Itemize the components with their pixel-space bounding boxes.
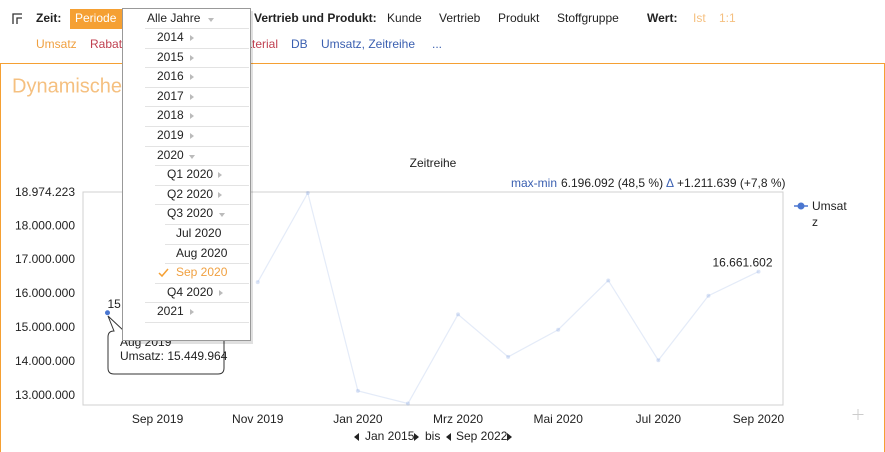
nav-next[interactable] [507,433,512,441]
tab[interactable]: DB [291,37,308,51]
range-value: 6.196.092 (48,5 %) [561,176,663,190]
data-point [506,354,511,359]
dropdown-item[interactable]: 2019 [157,128,184,142]
data-point [355,388,360,393]
nav-from[interactable]: Jan 2015 [365,429,415,443]
arrow-down [189,155,195,159]
dropdown-item[interactable]: Q3 2020 [167,206,213,220]
dropdown-item[interactable]: 2017 [157,89,184,103]
arrow-down [208,18,214,22]
arrow-right [190,55,194,61]
group-item[interactable]: Vertrieb [439,11,481,25]
dropdown-item[interactable]: 2018 [157,108,184,122]
data-point [556,327,561,332]
data-label: 16.661.602 [712,256,772,270]
y-tick-label: 15.000.000 [15,320,75,334]
data-point [305,191,310,195]
data-point [405,401,410,406]
checkmark [158,268,169,278]
dropdown-item[interactable]: 2016 [157,69,184,83]
arrow-right [219,290,223,296]
nav-next[interactable] [414,433,419,441]
value-item[interactable]: 1:1 [719,11,736,25]
x-tick-label: Sep 2020 [733,412,785,426]
dropdown-item[interactable]: 2015 [157,50,184,64]
dropdown-item[interactable]: Q4 2020 [167,285,213,299]
dropdown-item[interactable]: Jul 2020 [176,226,222,240]
nav-to[interactable]: Sep 2022 [456,429,508,443]
dropdown-panel [122,8,251,341]
y-tick-label: 18.974.223 [15,185,75,199]
dropdown-item[interactable]: 2020 [157,148,184,162]
x-tick-label: Mai 2020 [534,412,584,426]
x-tick-label: Sep 2019 [132,412,184,426]
chart: Zeitreihe max-min 6.196.092 (48,5 %) Δ +… [15,156,847,426]
delta-label: Δ [666,176,674,190]
dropdown-item[interactable]: Q1 2020 [167,167,213,181]
group-label: Vertrieb und Produkt: [254,11,377,25]
dropdown-item[interactable]: 2014 [157,30,184,44]
data-point [105,310,110,316]
nav-between: bis [425,429,440,443]
series-line [257,191,759,405]
x-tick-label: Jul 2020 [636,412,682,426]
legend-label: Umsatz [812,199,847,229]
tab[interactable]: Umsatz, Zeitreihe [321,37,415,51]
y-tick-label: 13.000.000 [15,388,75,402]
x-tick-label: Jan 2020 [333,412,383,426]
dropdown-item-selected[interactable]: Sep 2020 [176,265,228,279]
time-selector[interactable] [70,9,122,29]
dropdown-item[interactable]: Q2 2020 [167,187,213,201]
tab[interactable]: ... [432,37,442,51]
arrow-right [218,192,222,198]
tab[interactable]: Rabatt [90,37,126,51]
data-point [456,312,461,317]
chart-title: Zeitreihe [410,156,457,170]
time-value[interactable]: Periode [75,11,117,25]
data-point [656,358,661,363]
dropdown-item[interactable]: Alle Jahre [147,11,201,25]
time-label: Zeit: [36,11,61,25]
tooltip-text: Umsatz: 15.449.964 [120,349,228,363]
legend-marker [797,202,805,210]
value-item[interactable]: Ist [693,11,706,25]
arrow-right [190,74,194,80]
nav-prev[interactable] [446,433,451,441]
arrow-right [218,172,222,178]
value-label: Wert: [647,11,677,25]
arrow-right [190,309,194,315]
collapse-icon[interactable] [12,13,22,24]
delta-value: +1.211.639 (+7,8 %) [677,176,786,190]
legend: Umsatz [812,199,847,229]
data-point [756,269,761,274]
x-tick-label: Nov 2019 [232,412,284,426]
y-tick-label: 14.000.000 [15,354,75,368]
plot-area [82,191,784,406]
group-item[interactable]: Stoffgruppe [557,11,619,25]
group-item[interactable]: Produkt [498,11,540,25]
y-tick-label: 17.000.000 [15,252,75,266]
y-tick-label: 18.000.000 [15,218,75,232]
data-point [706,293,711,298]
dropdown: Alle Jahre 2014 2015 2016 2017 2018 2019… [122,8,253,344]
x-tick-label: Mrz 2020 [433,412,483,426]
tab[interactable]: Umsatz [36,37,77,51]
arrow-right [190,133,194,139]
group-item[interactable]: Kunde [387,11,422,25]
arrow-right [190,113,194,119]
add-button[interactable] [852,409,864,420]
arrow-right [190,94,194,100]
dropdown-item[interactable]: 2021 [157,304,184,318]
arrow-down [219,213,225,217]
data-point [255,280,260,285]
nav-prev[interactable] [354,433,359,441]
heading: Dynamische [12,75,122,97]
data-point [606,278,611,283]
dropdown-item[interactable]: Aug 2020 [176,246,228,260]
range-label: max-min [511,176,557,190]
y-tick-label: 16.000.000 [15,286,75,300]
arrow-right [190,35,194,41]
